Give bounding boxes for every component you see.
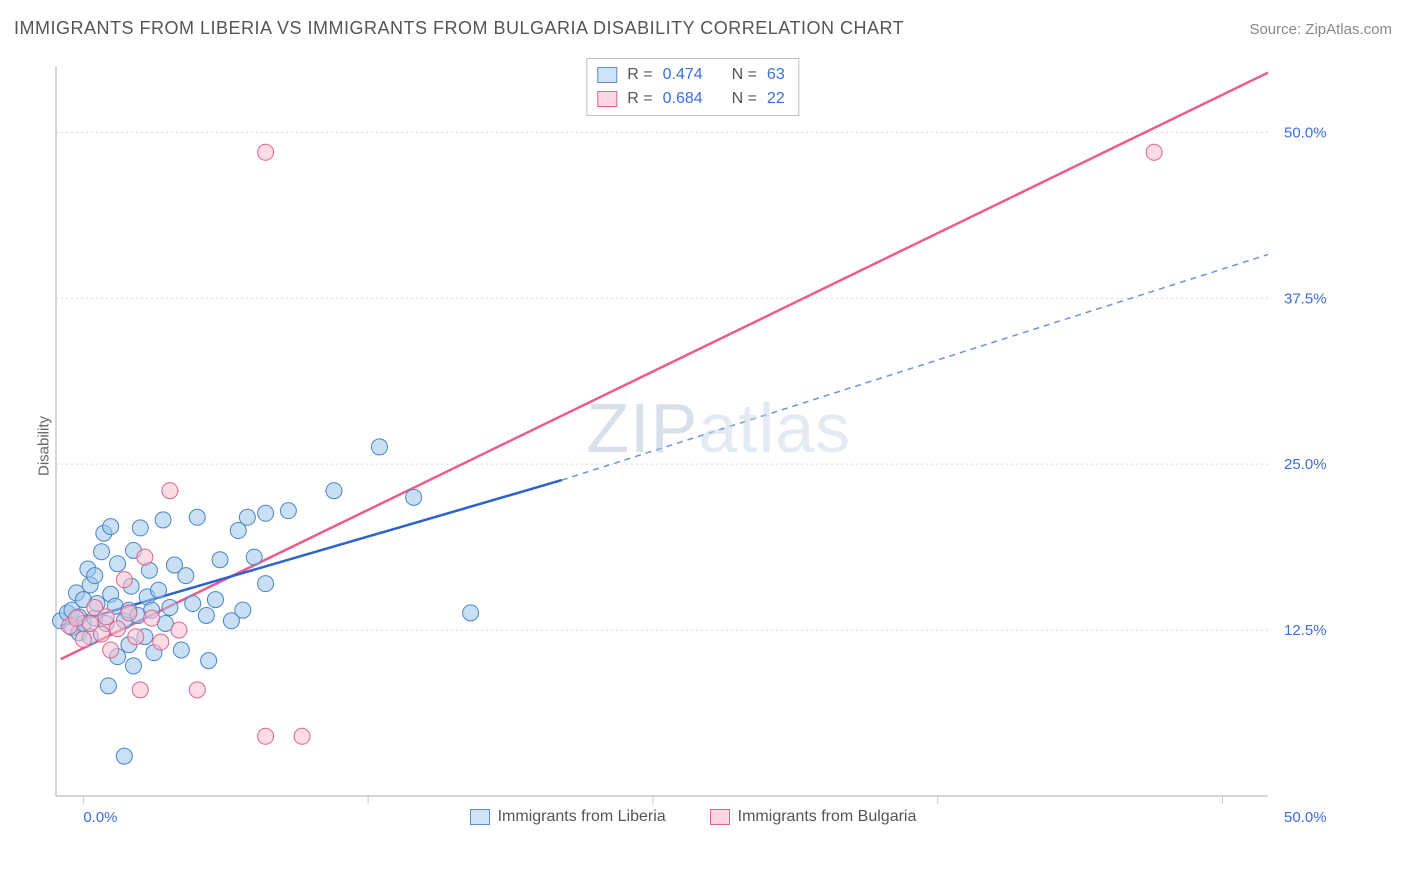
series-legend: Immigrants from Liberia Immigrants from … <box>48 808 1338 826</box>
chart-header: IMMIGRANTS FROM LIBERIA VS IMMIGRANTS FR… <box>14 18 1392 39</box>
svg-text:37.5%: 37.5% <box>1284 290 1327 307</box>
legend-row-liberia: R = 0.474 N = 63 <box>597 63 784 87</box>
legend-item-liberia: Immigrants from Liberia <box>470 808 666 826</box>
swatch-blue-icon <box>597 67 617 83</box>
svg-text:50.0%: 50.0% <box>1284 124 1327 141</box>
legend-item-bulgaria: Immigrants from Bulgaria <box>710 808 917 826</box>
swatch-blue-icon <box>470 809 490 825</box>
source-label: Source: ZipAtlas.com <box>1249 21 1392 38</box>
swatch-pink-icon <box>597 91 617 107</box>
scatter-chart-svg: 12.5%25.0%37.5%50.0%0.0%50.0% <box>48 58 1338 828</box>
svg-text:25.0%: 25.0% <box>1284 456 1327 473</box>
legend-row-bulgaria: R = 0.684 N = 22 <box>597 87 784 111</box>
svg-text:12.5%: 12.5% <box>1284 622 1327 639</box>
swatch-pink-icon <box>710 809 730 825</box>
correlation-legend: R = 0.474 N = 63 R = 0.684 N = 22 <box>586 58 799 116</box>
chart-title: IMMIGRANTS FROM LIBERIA VS IMMIGRANTS FR… <box>14 18 904 39</box>
chart-plot-area: 12.5%25.0%37.5%50.0%0.0%50.0% ZIPatlas R… <box>48 58 1338 828</box>
